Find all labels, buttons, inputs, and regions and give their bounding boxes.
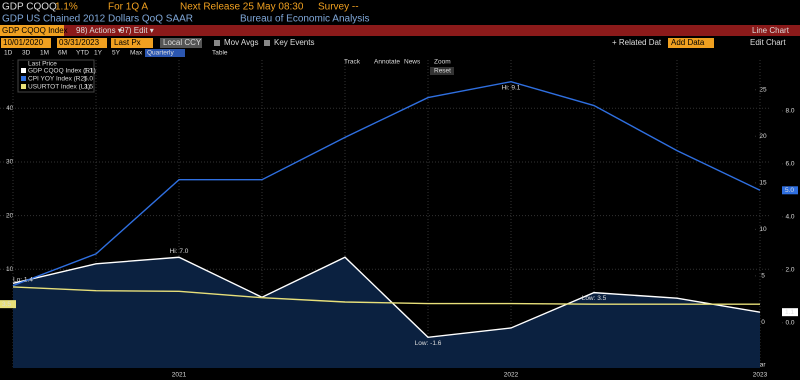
last-value-badge <box>0 300 16 309</box>
chart-tool[interactable]: Annotate <box>374 59 400 66</box>
range-button[interactable]: 6M <box>58 50 67 57</box>
legend-swatch <box>21 84 26 89</box>
last-value-label: 5.0 <box>785 187 794 194</box>
axis-tick-label: 8.0 <box>785 108 794 115</box>
axis-tick-label: 2.0 <box>785 266 794 273</box>
last-value-label: 1.1 <box>785 309 794 316</box>
security[interactable]: GDP CQOQ Index <box>2 26 68 35</box>
x-tick-label: Mar <box>754 362 766 369</box>
series-line <box>12 286 760 305</box>
legend-swatch <box>21 76 26 81</box>
legend-entry: GDP CQOQ Index (R1) <box>28 68 96 75</box>
legend-value: 5.0 <box>84 76 93 83</box>
axis-tick-label: 5 <box>761 273 765 280</box>
security-box[interactable] <box>0 25 64 36</box>
range-button[interactable]: YTD <box>76 50 89 57</box>
currency[interactable]: Local CCY <box>163 38 202 47</box>
edit-chart[interactable]: Edit Chart <box>750 38 786 47</box>
series-line <box>12 80 761 287</box>
add-data[interactable]: Add Data <box>671 38 705 47</box>
chart-tool[interactable]: Zoom <box>434 59 451 66</box>
range-button[interactable]: Max <box>130 50 143 57</box>
legend-value: 1.1 <box>84 68 93 75</box>
menu-bar <box>0 25 800 36</box>
ticker: GDP CQOQ <box>2 2 57 13</box>
add-data-box[interactable] <box>668 38 714 48</box>
point-annotation: Low: -1.6 <box>415 340 442 347</box>
axis-tick-label: 6.0 <box>785 161 794 168</box>
frequency[interactable]: Quarterly <box>147 50 174 57</box>
axis-tick-label: 0 <box>761 319 765 326</box>
axis-tick-label: 20 <box>759 133 767 140</box>
checkbox[interactable] <box>264 40 270 46</box>
key-events[interactable]: Key Events <box>274 38 314 47</box>
start-date-box[interactable] <box>1 38 51 48</box>
legend-entry: CPI YOY Index (R2) <box>28 76 86 83</box>
survey: Survey -- <box>318 2 359 13</box>
chart-tool[interactable]: Track <box>344 59 361 66</box>
mov-avgs[interactable]: Mov Avgs <box>224 38 259 47</box>
table-button[interactable]: Table <box>212 50 228 57</box>
source: Bureau of Economic Analysis <box>240 14 370 25</box>
reset[interactable]: Reset <box>434 68 451 75</box>
last-value-badge <box>782 308 798 317</box>
related-data[interactable]: + Related Dat <box>612 38 662 47</box>
axis-tick-label: 10 <box>759 226 767 233</box>
series-line <box>12 256 761 339</box>
actions-menu[interactable]: 98) Actions ▾ <box>76 26 122 35</box>
field[interactable]: Last Px <box>114 38 141 47</box>
period: For 1Q A <box>108 2 148 13</box>
reset-box[interactable] <box>430 67 454 75</box>
chart-tool[interactable]: News <box>404 59 421 66</box>
edit-menu[interactable]: 97) Edit ▾ <box>120 26 154 35</box>
currency-box[interactable] <box>160 38 202 48</box>
checkbox[interactable] <box>214 40 220 46</box>
year-label: 2021 <box>172 372 187 379</box>
start-date[interactable]: 10/01/2020 <box>3 38 44 47</box>
description: GDP US Chained 2012 Dollars QoQ SAAR <box>2 14 193 25</box>
point-annotation: Hi: 7.0 <box>170 248 189 255</box>
frequency-box[interactable] <box>145 49 185 57</box>
range-button[interactable]: 1D <box>4 50 13 57</box>
range-button[interactable]: 3D <box>22 50 31 57</box>
field-box[interactable] <box>111 38 153 48</box>
point-annotation: Low: 3.5 <box>582 295 607 302</box>
range-button[interactable]: 1Y <box>94 50 103 57</box>
point-annotation: Lo: 1.4 <box>13 276 33 283</box>
axis-tick-label: 0.0 <box>785 319 794 326</box>
last-value-label: 3.5 <box>2 301 11 308</box>
legend-title: Last Price <box>28 61 57 68</box>
last-value: 1.1% <box>55 2 78 13</box>
year-label: 2023 <box>753 372 768 379</box>
next-release: Next Release 25 May 08:30 <box>180 2 304 13</box>
point-annotation: Hi: 9.1 <box>502 84 521 91</box>
year-label: 2022 <box>504 372 519 379</box>
legend-box <box>17 59 95 93</box>
range-button[interactable]: 1M <box>40 50 49 57</box>
legend-value: 3.5 <box>84 84 93 91</box>
last-value-badge <box>782 186 798 195</box>
axis-tick-label: 4.0 <box>785 213 794 220</box>
view-name: Line Chart <box>752 26 790 35</box>
end-date-box[interactable] <box>57 38 107 48</box>
legend-swatch <box>21 68 26 73</box>
axis-tick-label: 25 <box>759 86 767 93</box>
end-date[interactable]: 03/31/2023 <box>59 38 100 47</box>
series-area <box>13 257 760 368</box>
range-button[interactable]: 5Y <box>112 50 121 57</box>
legend-entry: USURTOT Index (L1) <box>28 84 90 91</box>
axis-tick-label: 15 <box>759 180 767 187</box>
